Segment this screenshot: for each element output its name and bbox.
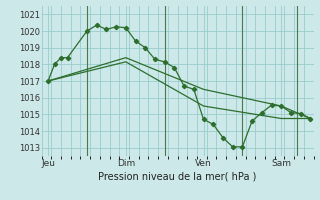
X-axis label: Pression niveau de la mer( hPa ): Pression niveau de la mer( hPa ) — [99, 172, 257, 182]
